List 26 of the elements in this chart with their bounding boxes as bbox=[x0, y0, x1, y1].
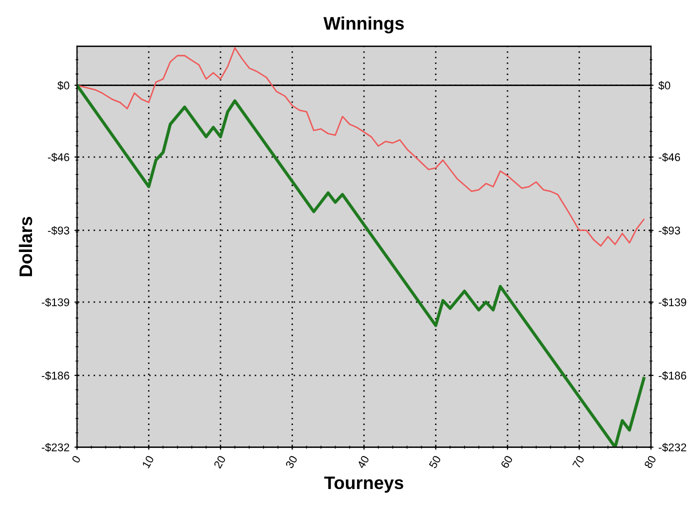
x-tick-label: 10 bbox=[142, 454, 154, 469]
y2-tick-label: -$93 bbox=[658, 226, 680, 236]
chart-title: Winnings bbox=[323, 16, 404, 34]
x-tick-label: 50 bbox=[428, 454, 442, 469]
y-tick-label: -$186 bbox=[42, 371, 70, 380]
x-tick-label: 30 bbox=[285, 454, 298, 469]
y-tick-label: $0 bbox=[57, 81, 70, 90]
y-tick-label: -$139 bbox=[42, 298, 70, 307]
line-series bbox=[77, 47, 645, 247]
y-tick-label: -$93 bbox=[48, 226, 70, 236]
y2-tick-label: -$232 bbox=[658, 442, 686, 452]
y-tick-label: -$232 bbox=[42, 442, 70, 452]
x-tick-label: 80 bbox=[644, 454, 656, 469]
y2-tick-label: $0 bbox=[658, 81, 670, 90]
y2-tick-label: -$139 bbox=[658, 298, 686, 307]
x-tick-label: 60 bbox=[500, 454, 513, 469]
y2-tick-label: -$186 bbox=[658, 371, 686, 380]
x-tick-label: 0 bbox=[71, 454, 81, 464]
y-axis-title: Dollars bbox=[18, 216, 32, 276]
y-tick-label: -$46 bbox=[48, 152, 70, 162]
line-series bbox=[77, 84, 646, 448]
x-tick-label: 40 bbox=[356, 454, 370, 470]
x-tick-label: 70 bbox=[572, 454, 585, 469]
y2-tick-label: -$46 bbox=[658, 152, 680, 162]
x-tick-label: 20 bbox=[213, 454, 226, 469]
x-axis-title: Tourneys bbox=[324, 476, 404, 493]
